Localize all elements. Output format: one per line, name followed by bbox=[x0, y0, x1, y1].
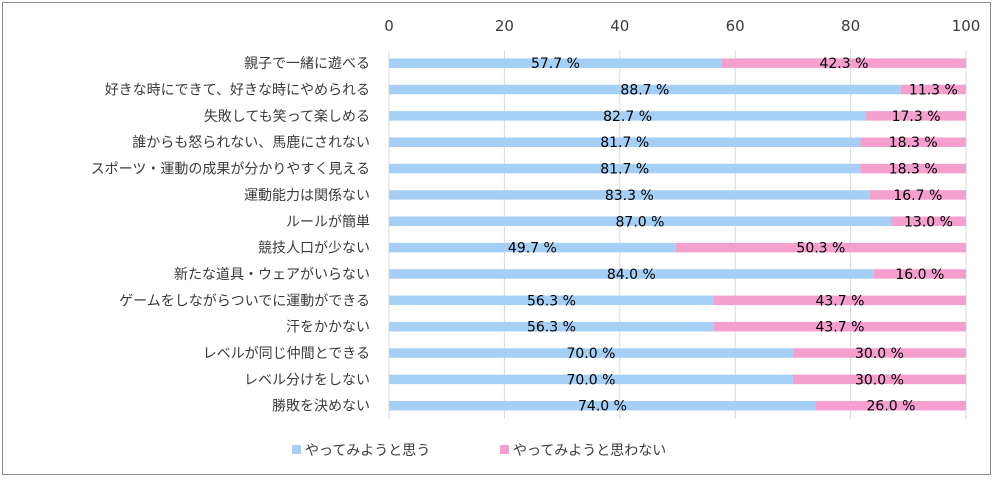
data-label-no: 26.0 % bbox=[867, 399, 916, 415]
data-label-yes: 57.7 % bbox=[531, 56, 580, 72]
bar-segment-yes bbox=[389, 137, 861, 147]
legend-swatch bbox=[500, 445, 509, 454]
data-label-no: 11.3 % bbox=[909, 83, 958, 99]
data-label-no: 42.3 % bbox=[819, 56, 868, 72]
data-label-yes: 82.7 % bbox=[603, 109, 652, 125]
data-label-no: 16.7 % bbox=[893, 188, 942, 204]
category-label: レベルが同じ仲間とできる bbox=[203, 346, 370, 362]
bar-segment-yes bbox=[389, 321, 714, 332]
gridlines bbox=[388, 50, 967, 419]
data-label-no: 18.3 % bbox=[889, 162, 938, 178]
bar-segment-yes bbox=[389, 348, 793, 358]
bar-segment-no bbox=[860, 137, 966, 147]
category-label: ゲームをしながらついでに運動ができる bbox=[119, 293, 370, 309]
data-label-yes: 81.7 % bbox=[600, 162, 649, 178]
category-label: レベル分けをしない bbox=[244, 372, 370, 388]
data-label-no: 30.0 % bbox=[855, 372, 904, 388]
category-label: 誰からも怒られない、馬鹿にされない bbox=[132, 134, 370, 151]
bar-segment-no bbox=[900, 84, 966, 95]
data-label-no: 18.3 % bbox=[889, 135, 938, 151]
category-label: 運動能力は関係ない bbox=[244, 188, 370, 204]
legend-swatch bbox=[292, 445, 301, 454]
category-labels: 親子で一緒に遊べる好きな時にできて、好きな時にやめられる失敗しても笑って楽しめる… bbox=[91, 56, 370, 415]
data-label-yes: 70.0 % bbox=[566, 372, 615, 388]
bar-segment-yes bbox=[389, 111, 867, 121]
x-tick-label: 60 bbox=[726, 17, 745, 35]
bar-segment-no bbox=[713, 321, 966, 332]
data-label-yes: 56.3 % bbox=[527, 320, 576, 336]
category-label: 失敗しても笑って楽しめる bbox=[204, 109, 370, 125]
x-tick-label: 0 bbox=[384, 17, 394, 35]
bar-segment-yes bbox=[389, 163, 861, 174]
bar-segment-no bbox=[860, 163, 966, 174]
data-label-yes: 84.0 % bbox=[607, 267, 656, 283]
data-label-no: 17.3 % bbox=[892, 109, 941, 125]
x-tick-label: 20 bbox=[495, 17, 514, 35]
data-label-yes: 83.3 % bbox=[605, 188, 654, 204]
x-tick-labels: 0 20 40 60 80 100 bbox=[384, 17, 980, 35]
bar-segment-yes bbox=[389, 374, 793, 385]
category-label: 好きな時にできて、好きな時にやめられる bbox=[105, 83, 370, 99]
bars bbox=[389, 58, 966, 411]
data-label-yes: 74.0 % bbox=[578, 399, 627, 415]
category-label: 親子で一緒に遊べる bbox=[244, 56, 370, 72]
data-label-no: 43.7 % bbox=[815, 293, 864, 309]
data-label-yes: 87.0 % bbox=[616, 214, 665, 230]
data-label-yes: 81.7 % bbox=[600, 135, 649, 151]
category-label: 汗をかかない bbox=[286, 320, 370, 336]
category-label: 競技人口が少ない bbox=[258, 241, 370, 257]
x-tick-label: 40 bbox=[610, 17, 629, 35]
category-label: ルールが簡単 bbox=[286, 214, 370, 230]
x-tick-label: 100 bbox=[952, 17, 981, 35]
category-label: 勝敗を決めない bbox=[272, 399, 370, 415]
data-labels: 57.7 % 42.3 % 88.7 % 11.3 % 82.7 % 17.3 % 81.7… bbox=[508, 56, 958, 415]
bar-segment-no bbox=[866, 111, 966, 121]
bar-segment-no bbox=[792, 374, 966, 385]
data-label-yes: 56.3 % bbox=[527, 293, 576, 309]
data-label-no: 30.0 % bbox=[855, 346, 904, 362]
data-label-no: 13.0 % bbox=[904, 214, 953, 230]
bar-segment-no bbox=[675, 242, 966, 253]
bar-segment-no bbox=[792, 348, 966, 358]
bar-segment-no bbox=[890, 216, 966, 227]
bar-segment-yes bbox=[389, 242, 676, 253]
data-label-yes: 88.7 % bbox=[620, 83, 669, 99]
bar-segment-yes bbox=[389, 400, 816, 411]
data-label-no: 43.7 % bbox=[815, 320, 864, 336]
category-label: スポーツ・運動の成果が分かりやすく見える bbox=[91, 162, 370, 178]
x-tick-label: 80 bbox=[841, 17, 860, 35]
category-label: 新たな道具・ウェアがいらない bbox=[174, 267, 370, 283]
bar-segment-no bbox=[815, 400, 966, 411]
bar-segment-no bbox=[869, 190, 966, 200]
bar-segment-yes bbox=[389, 295, 714, 306]
data-label-no: 50.3 % bbox=[796, 241, 845, 257]
bar-segment-no bbox=[721, 58, 966, 68]
bar-segment-yes bbox=[389, 190, 870, 200]
bar-segment-yes bbox=[389, 58, 722, 68]
legend-label: やってみようと思う bbox=[305, 443, 430, 459]
bar-segment-yes bbox=[389, 84, 901, 95]
bar-segment-yes bbox=[389, 269, 874, 279]
bar-segment-no bbox=[713, 295, 966, 306]
data-label-yes: 70.0 % bbox=[566, 346, 615, 362]
legend-label: やってみようと思わない bbox=[513, 443, 666, 459]
data-label-no: 16.0 % bbox=[895, 267, 944, 283]
data-label-yes: 49.7 % bbox=[508, 241, 557, 257]
legend: やってみようと思う やってみようと思わない bbox=[292, 443, 666, 459]
bar-segment-no bbox=[873, 269, 966, 279]
bar-segment-yes bbox=[389, 216, 891, 227]
